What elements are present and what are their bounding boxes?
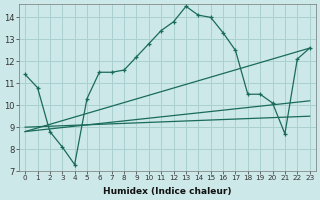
X-axis label: Humidex (Indice chaleur): Humidex (Indice chaleur) bbox=[103, 187, 232, 196]
